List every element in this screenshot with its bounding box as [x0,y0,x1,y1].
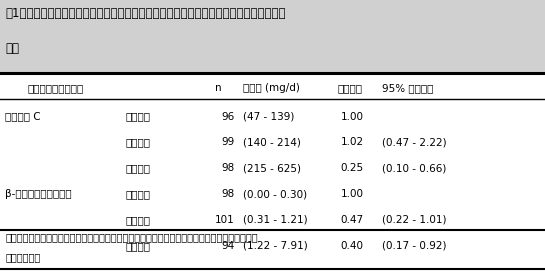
Text: 1.02: 1.02 [341,137,364,147]
Text: 高摂取群: 高摂取群 [125,163,150,173]
Text: (140 - 214): (140 - 214) [243,137,300,147]
Text: 表1　抗酸化ビタミン・カロテノイドの摂取量別にみた骨密度低値出現の多変量調整オッ: 表1 抗酸化ビタミン・カロテノイドの摂取量別にみた骨密度低値出現の多変量調整オッ [5,7,286,20]
Text: (0.22 - 1.01): (0.22 - 1.01) [382,215,446,225]
Text: 101: 101 [215,215,234,225]
Text: 95% 信頼区間: 95% 信頼区間 [382,83,433,93]
Text: 低摂取群: 低摂取群 [125,112,150,122]
Text: n: n [215,83,222,93]
Text: 0.40: 0.40 [341,241,364,251]
Text: 低摂取群: 低摂取群 [125,189,150,199]
Text: 高摂取群: 高摂取群 [125,241,150,251]
Text: (0.47 - 2.22): (0.47 - 2.22) [382,137,446,147]
Text: (215 - 625): (215 - 625) [243,163,300,173]
Text: (0.17 - 0.92): (0.17 - 0.92) [382,241,446,251]
Text: 年齢、身長、体重、閉経後の年数、喫煙・飲酒・運動習慣、サプリメント使用状況及び総摂取カ: 年齢、身長、体重、閉経後の年数、喫煙・飲酒・運動習慣、サプリメント使用状況及び総… [5,232,258,242]
Text: 1.00: 1.00 [341,112,364,122]
Text: レンジ (mg/d): レンジ (mg/d) [243,83,299,93]
Bar [0,0,545,73]
Text: 94: 94 [221,241,234,251]
Text: オッズ比: オッズ比 [338,83,363,93]
Text: 98: 98 [221,189,234,199]
Text: β-クリプトキサンチン: β-クリプトキサンチン [5,189,72,199]
Text: 一日当たりの摂取量: 一日当たりの摂取量 [27,83,83,93]
Text: (0.31 - 1.21): (0.31 - 1.21) [243,215,307,225]
Text: (47 - 139): (47 - 139) [243,112,294,122]
Text: ビタミン C: ビタミン C [5,112,41,122]
Text: 中摂取群: 中摂取群 [125,215,150,225]
Text: ズ比: ズ比 [5,42,20,55]
Text: 1.00: 1.00 [341,189,364,199]
Text: 99: 99 [221,137,234,147]
Text: 0.25: 0.25 [341,163,364,173]
Text: 96: 96 [221,112,234,122]
Text: (0.10 - 0.66): (0.10 - 0.66) [382,163,446,173]
Text: 0.47: 0.47 [341,215,364,225]
Text: ロリーで補正: ロリーで補正 [5,252,41,262]
Text: (1.22 - 7.91): (1.22 - 7.91) [243,241,307,251]
Text: 中摂取群: 中摂取群 [125,137,150,147]
Text: (0.00 - 0.30): (0.00 - 0.30) [243,189,307,199]
Text: 98: 98 [221,163,234,173]
